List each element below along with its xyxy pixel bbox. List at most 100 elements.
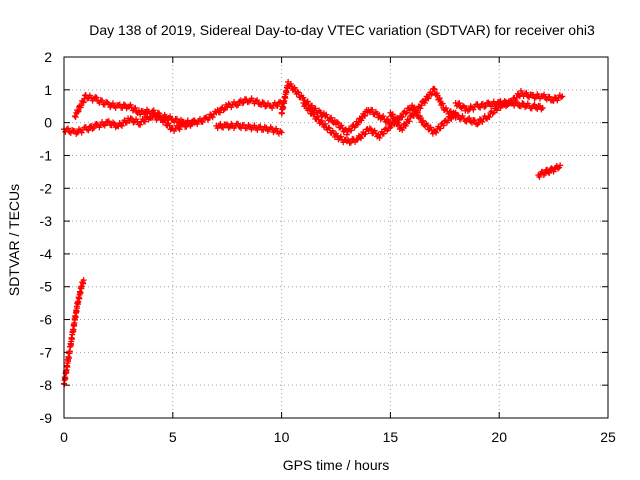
- data-point: [420, 117, 427, 124]
- data-point: [406, 107, 413, 114]
- data-point: [440, 122, 447, 129]
- data-point: [557, 162, 564, 169]
- data-point: [541, 91, 548, 98]
- data-point: [531, 101, 538, 108]
- data-point: [166, 122, 173, 129]
- data-point: [466, 115, 473, 122]
- data-point: [173, 115, 180, 122]
- data-point: [539, 104, 546, 111]
- data-point: [105, 118, 112, 125]
- data-point: [417, 105, 424, 112]
- data-point: [254, 97, 261, 104]
- data-point: [290, 85, 297, 92]
- data-point: [447, 108, 454, 115]
- data-point: [395, 119, 402, 126]
- data-point: [515, 92, 522, 99]
- data-point: [235, 102, 242, 109]
- x-tick-label: 10: [274, 429, 290, 445]
- x-tick-label: 20: [491, 429, 507, 445]
- data-point: [358, 117, 365, 124]
- data-point: [546, 169, 553, 176]
- x-tick-label: 25: [600, 429, 616, 445]
- data-point: [137, 121, 144, 128]
- data-point: [399, 114, 406, 121]
- data-point: [443, 105, 450, 112]
- chart-title: Day 138 of 2019, Sidereal Day-to-day VTE…: [89, 22, 595, 38]
- y-tick-label: -3: [40, 213, 53, 229]
- data-point: [471, 117, 478, 124]
- data-point: [477, 104, 484, 111]
- tick-labels: 0 5 10 15 20 25 -9 -8 -7 -6 -5 -4 -3 -2 -1 0 1 2: [40, 49, 616, 445]
- data-point: [376, 134, 383, 141]
- data-point: [209, 114, 216, 121]
- data-point: [338, 122, 345, 129]
- data-point: [341, 127, 348, 134]
- data-point: [322, 120, 329, 127]
- data-point: [295, 89, 302, 96]
- data-point: [427, 124, 434, 131]
- data-point: [312, 105, 319, 112]
- data-point: [402, 110, 409, 117]
- data-point: [410, 112, 417, 119]
- data-point: [278, 129, 285, 136]
- data-point: [318, 117, 325, 124]
- y-tick-label: 1: [44, 82, 52, 98]
- data-point: [323, 111, 330, 118]
- data-point: [348, 127, 355, 134]
- data-point: [93, 94, 100, 101]
- data-point: [482, 103, 489, 110]
- y-tick-label: -2: [40, 180, 53, 196]
- data-point: [384, 116, 391, 123]
- data-point: [424, 122, 431, 129]
- data-point: [437, 125, 444, 132]
- data-point: [305, 104, 312, 111]
- data-point: [388, 122, 395, 129]
- data-point: [141, 118, 148, 125]
- data-point: [489, 110, 496, 117]
- data-point: [436, 95, 443, 102]
- data-point: [142, 109, 149, 116]
- y-tick-label: -9: [40, 410, 53, 426]
- data-point: [127, 101, 134, 108]
- data-point: [455, 100, 462, 107]
- data-point: [486, 114, 493, 121]
- data-point: [99, 97, 106, 104]
- y-tick-label: -6: [40, 312, 53, 328]
- data-point: [523, 89, 530, 96]
- data-point: [546, 93, 553, 100]
- data-point: [220, 107, 227, 114]
- data-point: [90, 124, 97, 131]
- data-point: [479, 118, 486, 125]
- y-tick-label: -8: [40, 377, 53, 393]
- data-point: [425, 95, 432, 102]
- data-point: [421, 99, 428, 106]
- data-point: [343, 131, 350, 138]
- data-point: [311, 111, 318, 118]
- data-point: [403, 109, 410, 116]
- data-point: [380, 113, 387, 120]
- data-point: [235, 120, 242, 127]
- data-point: [216, 109, 223, 116]
- data-point: [72, 113, 79, 120]
- data-point: [101, 122, 108, 129]
- data-point: [303, 101, 310, 108]
- data-point: [402, 122, 409, 129]
- data-point: [294, 88, 301, 95]
- data-points: [61, 78, 566, 388]
- data-point: [418, 102, 425, 109]
- y-tick-label: -5: [40, 279, 53, 295]
- data-point: [362, 130, 369, 137]
- data-point: [75, 108, 82, 115]
- data-point: [85, 127, 92, 134]
- data-point: [558, 94, 565, 101]
- data-point: [490, 109, 497, 116]
- data-point: [326, 125, 333, 132]
- data-point: [273, 125, 280, 132]
- data-point: [65, 125, 72, 132]
- data-point: [291, 84, 298, 91]
- data-point: [362, 112, 369, 119]
- data-point: [156, 110, 163, 117]
- x-axis-label: GPS time / hours: [283, 457, 390, 473]
- y-tick-label: 2: [44, 49, 52, 65]
